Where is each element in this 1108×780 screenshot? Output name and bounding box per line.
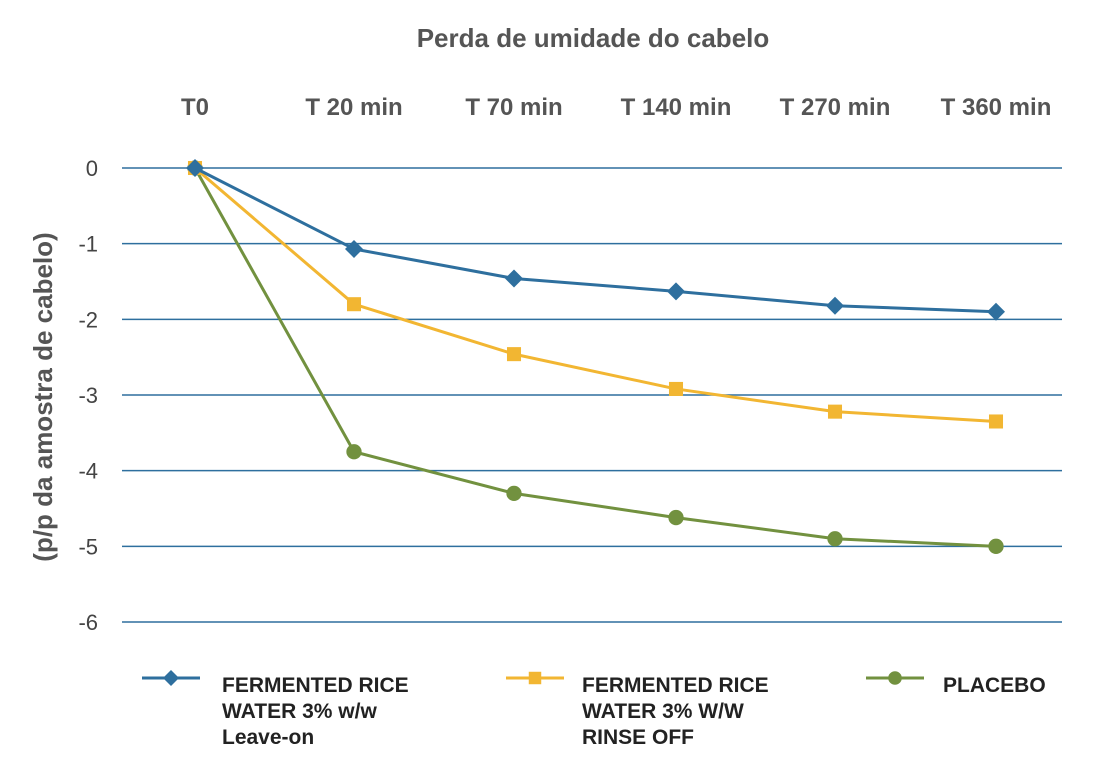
legend-label: FERMENTED RICE [222,674,409,697]
legend-label: WATER 3% W/W [582,700,744,723]
data-point [506,347,522,362]
legend-label: PLACEBO [943,674,1046,697]
data-point [667,282,685,301]
legend-label: Leave-on [222,726,314,749]
legend-item-0: FERMENTED RICE WATER 3% w/w Leave-on [142,670,409,749]
legend-item-1: FERMENTED RICE WATER 3% W/W RINSE OFF [506,671,769,749]
data-point [827,404,843,419]
data-point [988,414,1004,429]
y-tick-label: -3 [78,383,98,408]
x-tick-label: T 70 min [465,94,562,121]
legend-swatch-marker [528,671,542,685]
data-point [345,239,363,258]
y-tick-label: -6 [78,610,98,635]
series-line [193,167,997,548]
data-point [668,381,684,396]
y-tick-labels: 0 -1 -2 -3 -4 -5 -6 [78,156,98,635]
data-point [827,531,843,547]
x-tick-labels: T0 T 20 min T 70 min T 140 min T 270 min T 36… [181,94,1051,121]
y-tick-label: -1 [78,232,98,257]
x-tick-label: T 270 min [780,94,891,121]
data-point [987,302,1005,321]
y-tick-label: -4 [78,459,98,484]
y-axis-label: (p/p da amostra de cabelo) [28,232,58,561]
y-tick-label: -5 [78,534,98,559]
x-tick-label: T0 [181,94,209,121]
y-tick-label: 0 [86,156,98,181]
legend-label: FERMENTED RICE [582,674,769,697]
legend-swatch-marker [163,670,179,686]
data-point [826,296,844,315]
grid-lines [122,167,1062,623]
x-tick-label: T 140 min [621,94,732,121]
legend-swatch-marker [888,671,902,685]
data-point [186,159,204,177]
chart-title: Perda de umidade do cabelo [417,23,770,53]
series-1 [187,160,1004,429]
series-line [194,166,997,314]
legend-label: WATER 3% w/w [222,700,377,723]
series-0 [186,159,1005,321]
data-point [988,538,1004,554]
x-tick-label: T 20 min [305,94,402,121]
data-point [506,485,522,502]
series-line [194,166,997,423]
data-point [346,444,362,460]
legend-item-2: PLACEBO [866,671,1046,697]
series-group [186,159,1005,554]
y-tick-label: -2 [78,307,98,332]
data-point [668,509,684,526]
data-point [505,269,523,288]
series-2 [187,160,1004,554]
legend-label: RINSE OFF [582,726,694,749]
x-tick-label: T 360 min [941,94,1052,121]
data-point [346,297,362,312]
